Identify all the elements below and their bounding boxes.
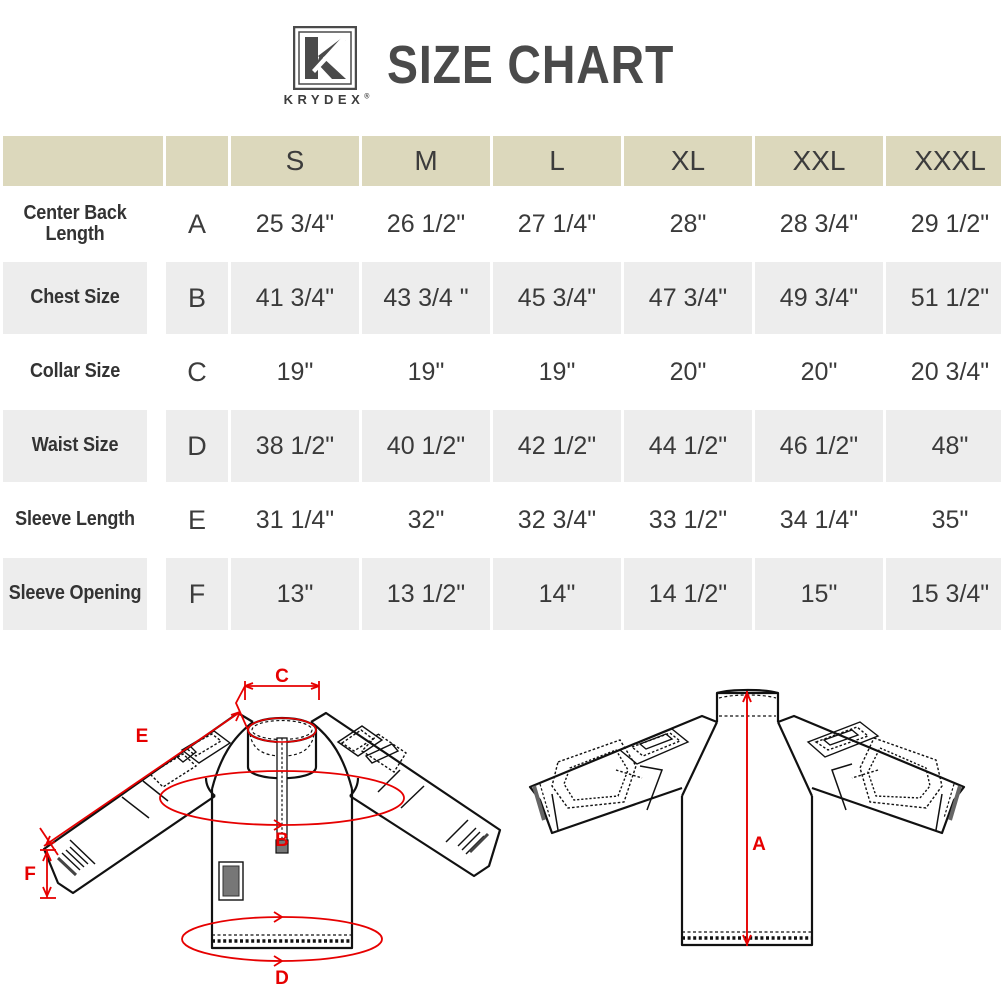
measure-label-b: B [275,830,289,851]
row-code-c: C [166,336,228,408]
cell-b-xxxl: 51 1/2" [886,262,1001,334]
header-size-l: L [493,136,621,186]
page-header: KRYDEX® SIZE CHART [0,0,1001,128]
size-chart-table: S M L XL XXL XXXL Center Back Length A 2… [0,134,1001,632]
brand-wordmark: KRYDEX® [284,93,370,106]
measure-label-c: C [275,666,289,687]
cell-e-xxl: 34 1/4" [755,484,883,556]
table-row: Sleeve Opening F 13" 13 1/2" 14" 14 1/2"… [3,558,1001,630]
table-row: Sleeve Length E 31 1/4" 32" 32 3/4" 33 1… [3,484,1001,556]
cell-c-xxxl: 20 3/4" [886,336,1001,408]
cell-f-s: 13" [231,558,359,630]
row-label-center-back-length: Center Back Length [3,188,147,260]
registered-mark: ® [364,93,370,101]
row-label-sleeve-opening: Sleeve Opening [3,558,147,630]
cell-f-m: 13 1/2" [362,558,490,630]
cell-f-xl: 14 1/2" [624,558,752,630]
row-code-a: A [166,188,228,260]
cell-a-l: 27 1/4" [493,188,621,260]
header-size-xxl: XXL [755,136,883,186]
header-blank-code [166,136,228,186]
cell-c-xl: 20" [624,336,752,408]
jacket-back-view: A [512,650,1001,1001]
row-code-e: E [166,484,228,556]
cell-b-s: 41 3/4" [231,262,359,334]
row-code-d: D [166,410,228,482]
cell-a-xxxl: 29 1/2" [886,188,1001,260]
row-code-b: B [166,262,228,334]
table-row: Center Back Length A 25 3/4" 26 1/2" 27 … [3,188,1001,260]
header-size-m: M [362,136,490,186]
cell-b-l: 45 3/4" [493,262,621,334]
cell-d-l: 42 1/2" [493,410,621,482]
header-blank-label [3,136,163,186]
cell-e-xxxl: 35" [886,484,1001,556]
cell-c-l: 19" [493,336,621,408]
header-size-xxxl: XXXL [886,136,1001,186]
cell-d-xxxl: 48" [886,410,1001,482]
row-label-chest-size: Chest Size [3,262,147,334]
measure-label-e: E [136,726,149,747]
measure-label-f: F [24,864,36,885]
header-size-xl: XL [624,136,752,186]
cell-e-xl: 33 1/2" [624,484,752,556]
cell-a-s: 25 3/4" [231,188,359,260]
cell-e-l: 32 3/4" [493,484,621,556]
cell-e-m: 32" [362,484,490,556]
cell-b-m: 43 3/4 " [362,262,490,334]
header-size-s: S [231,136,359,186]
table-body: Center Back Length A 25 3/4" 26 1/2" 27 … [3,188,1001,630]
table-row: Chest Size B 41 3/4" 43 3/4 " 45 3/4" 47… [3,262,1001,334]
table-row: Waist Size D 38 1/2" 40 1/2" 42 1/2" 44 … [3,410,1001,482]
row-label-sleeve-length: Sleeve Length [3,484,147,556]
cell-d-xl: 44 1/2" [624,410,752,482]
measure-label-a: A [752,834,766,855]
cell-c-xxl: 20" [755,336,883,408]
jacket-diagrams: C E F B [0,650,1001,1001]
cell-a-xl: 28" [624,188,752,260]
cell-c-m: 19" [362,336,490,408]
cell-d-m: 40 1/2" [362,410,490,482]
table-header: S M L XL XXL XXXL [3,136,1001,186]
page-title: SIZE CHART [387,35,675,95]
cell-e-s: 31 1/4" [231,484,359,556]
cell-d-s: 38 1/2" [231,410,359,482]
table-row: Collar Size C 19" 19" 19" 20" 20" 20 3/4… [3,336,1001,408]
cell-f-l: 14" [493,558,621,630]
measure-label-d: D [275,968,289,989]
row-label-waist-size: Waist Size [3,410,147,482]
cell-a-xxl: 28 3/4" [755,188,883,260]
row-label-collar-size: Collar Size [3,336,147,408]
cell-f-xxl: 15" [755,558,883,630]
cell-a-m: 26 1/2" [362,188,490,260]
cell-b-xl: 47 3/4" [624,262,752,334]
brand-name: KRYDEX [283,92,365,107]
cell-c-s: 19" [231,336,359,408]
cell-d-xxl: 46 1/2" [755,410,883,482]
header-row: S M L XL XXL XXXL [3,136,1001,186]
brand-logo: KRYDEX® [280,26,370,106]
jacket-front-view: C E F B [0,650,512,1001]
cell-f-xxxl: 15 3/4" [886,558,1001,630]
krydex-k-logo-icon [292,26,357,90]
row-code-f: F [166,558,228,630]
cell-b-xxl: 49 3/4" [755,262,883,334]
